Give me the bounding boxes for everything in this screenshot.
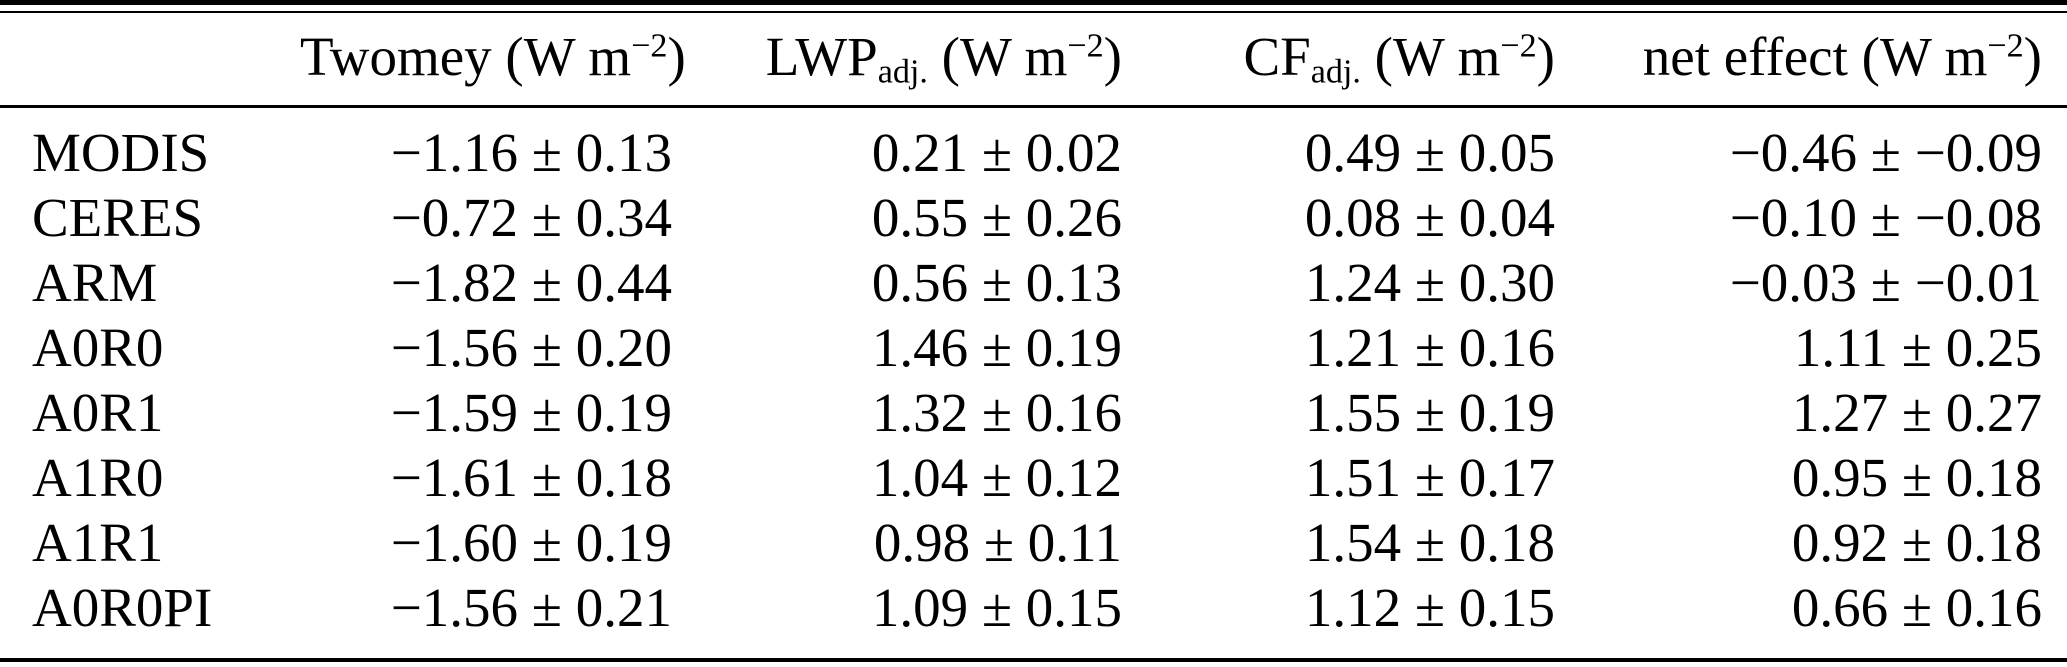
column-header-twomey: Twomey (W m−2)	[300, 12, 686, 108]
column-header-unit-exponent: −2	[1987, 27, 2024, 65]
column-header-unit-exponent: −2	[1500, 27, 1537, 65]
column-header-subscript: adj.	[1310, 53, 1361, 91]
column-header-unit: (W m	[491, 26, 632, 87]
row-label: ARM	[32, 252, 158, 314]
cell-cf-adj: 1.54 ± 0.18	[1304, 512, 1555, 574]
column-header-text: CF	[1243, 26, 1311, 87]
table-header: Twomey (W m−2) LWPadj. (W m−2) CFadj. (W…	[0, 12, 2067, 108]
table-body: MODIS −1.16 ± 0.13 0.21 ± 0.02 0.49 ± 0.…	[0, 107, 2067, 661]
column-header-lwp-adj: LWPadj. (W m−2)	[672, 12, 1122, 108]
cell-net-effect: 0.92 ± 0.18	[1791, 512, 2042, 574]
cell-lwp-adj: 0.98 ± 0.11	[873, 512, 1122, 574]
table-header-row: Twomey (W m−2) LWPadj. (W m−2) CFadj. (W…	[0, 12, 2067, 108]
column-header-unit: (W m	[1847, 26, 1988, 87]
cell-net-effect: 0.66 ± 0.16	[1791, 577, 2042, 639]
cell-cf-adj: 0.49 ± 0.05	[1304, 122, 1555, 184]
table-row: A0R1 −1.59 ± 0.19 1.32 ± 0.16 1.55 ± 0.1…	[0, 381, 2067, 446]
cell-cf-adj: 1.12 ± 0.15	[1304, 577, 1555, 639]
column-header-unit-close: )	[667, 26, 686, 87]
column-header-text: LWP	[765, 26, 878, 87]
table-row: A0R0 −1.56 ± 0.20 1.46 ± 0.19 1.21 ± 0.1…	[0, 316, 2067, 381]
table-row: A1R1 −1.60 ± 0.19 0.98 ± 0.11 1.54 ± 0.1…	[0, 511, 2067, 576]
cell-cf-adj: 1.24 ± 0.30	[1304, 252, 1555, 314]
column-header-text: net effect	[1642, 26, 1848, 87]
cell-lwp-adj: 0.21 ± 0.02	[871, 122, 1122, 184]
row-label: A0R1	[32, 382, 164, 444]
cell-lwp-adj: 1.04 ± 0.12	[871, 447, 1122, 509]
cell-net-effect: −0.03 ± −0.01	[1729, 252, 2042, 314]
column-header-unit-close: )	[2023, 26, 2042, 87]
table-row: CERES −0.72 ± 0.34 0.55 ± 0.26 0.08 ± 0.…	[0, 186, 2067, 251]
row-label: A1R1	[32, 512, 164, 574]
cell-lwp-adj: 1.46 ± 0.19	[871, 317, 1122, 379]
table-row: MODIS −1.16 ± 0.13 0.21 ± 0.02 0.49 ± 0.…	[0, 107, 2067, 187]
cell-twomey: −1.16 ± 0.13	[390, 122, 672, 184]
column-header-net-effect: net effect (W m−2)	[1555, 12, 2067, 108]
cell-twomey: −1.82 ± 0.44	[390, 252, 672, 314]
column-header-unit-close: )	[1536, 26, 1555, 87]
table-row: ARM −1.82 ± 0.44 0.56 ± 0.13 1.24 ± 0.30…	[0, 251, 2067, 316]
cell-twomey: −1.59 ± 0.19	[390, 382, 672, 444]
column-header-unit: (W m	[927, 26, 1068, 87]
table-row: A1R0 −1.61 ± 0.18 1.04 ± 0.12 1.51 ± 0.1…	[0, 446, 2067, 511]
cell-lwp-adj: 0.56 ± 0.13	[871, 252, 1122, 314]
results-table: Twomey (W m−2) LWPadj. (W m−2) CFadj. (W…	[0, 11, 2067, 662]
table-top-rule	[0, 0, 2067, 5]
row-label: MODIS	[32, 122, 210, 184]
cell-net-effect: 1.11 ± 0.25	[1793, 317, 2042, 379]
column-header-subscript: adj.	[877, 53, 928, 91]
row-label: A0R0PI	[32, 577, 213, 639]
cell-twomey: −1.61 ± 0.18	[390, 447, 672, 509]
cell-lwp-adj: 1.09 ± 0.15	[871, 577, 1122, 639]
cell-twomey: −1.60 ± 0.19	[390, 512, 672, 574]
cell-net-effect: −0.10 ± −0.08	[1729, 187, 2042, 249]
cell-cf-adj: 1.51 ± 0.17	[1304, 447, 1555, 509]
row-label: A0R0	[32, 317, 164, 379]
cell-net-effect: −0.46 ± −0.09	[1729, 122, 2042, 184]
table-row: A0R0PI −1.56 ± 0.21 1.09 ± 0.15 1.12 ± 0…	[0, 576, 2067, 660]
cell-twomey: −0.72 ± 0.34	[390, 187, 672, 249]
column-header-text: Twomey	[300, 26, 492, 87]
cell-lwp-adj: 1.32 ± 0.16	[871, 382, 1122, 444]
row-label: A1R0	[32, 447, 164, 509]
column-header-unit: (W m	[1360, 26, 1501, 87]
cell-cf-adj: 1.55 ± 0.19	[1304, 382, 1555, 444]
column-header-row-label	[0, 12, 300, 108]
cell-cf-adj: 1.21 ± 0.16	[1304, 317, 1555, 379]
cell-twomey: −1.56 ± 0.21	[390, 577, 672, 639]
cell-cf-adj: 0.08 ± 0.04	[1304, 187, 1555, 249]
cell-net-effect: 0.95 ± 0.18	[1791, 447, 2042, 509]
column-header-cf-adj: CFadj. (W m−2)	[1122, 12, 1555, 108]
column-header-unit-close: )	[1103, 26, 1122, 87]
cell-twomey: −1.56 ± 0.20	[390, 317, 672, 379]
cell-net-effect: 1.27 ± 0.27	[1791, 382, 2042, 444]
column-header-unit-exponent: −2	[1067, 27, 1104, 65]
row-label: CERES	[32, 187, 204, 249]
cell-lwp-adj: 0.55 ± 0.26	[871, 187, 1122, 249]
column-header-unit-exponent: −2	[631, 27, 668, 65]
